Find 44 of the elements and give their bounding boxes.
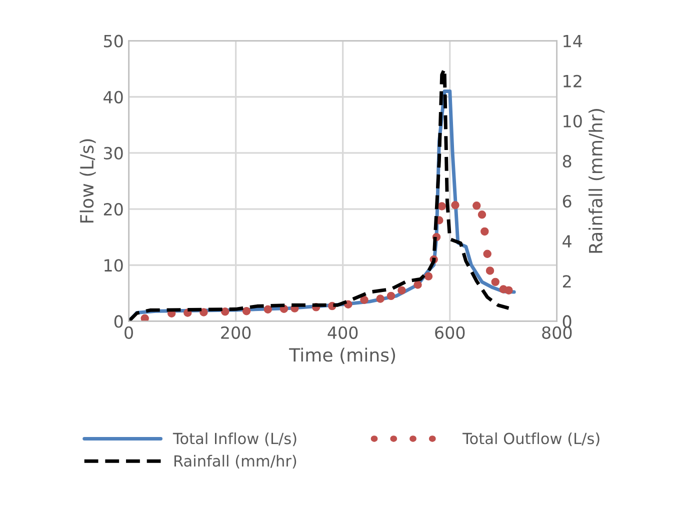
point [414, 280, 422, 289]
legend-label: Total Inflow (L/s) [172, 432, 296, 446]
y-tick-label: 30 [104, 146, 123, 160]
legend-label: Total Outflow (L/s) [462, 432, 600, 446]
point [242, 306, 251, 316]
point [491, 278, 500, 286]
x-tick-label: 800 [542, 326, 572, 339]
y2-tick-label: 12 [564, 74, 582, 88]
x-tick-label: 600 [435, 326, 465, 339]
y-tick-label: 20 [104, 202, 123, 216]
point [480, 227, 489, 236]
y2-tick-label: 4 [562, 235, 572, 248]
legend-label: Rainfall (mm/hr) [174, 454, 296, 468]
point [504, 286, 513, 294]
point [424, 272, 433, 280]
point [376, 294, 384, 303]
y-tick-label: 50 [104, 34, 123, 48]
point [478, 210, 486, 219]
x-tick-label: 0 [124, 326, 133, 339]
y-tick-label: 40 [104, 90, 123, 104]
point [221, 308, 230, 316]
point [398, 286, 406, 294]
point [140, 314, 149, 322]
y2-tick-label: 10 [564, 114, 582, 128]
point [360, 296, 368, 304]
x-tick-label: 200 [221, 326, 251, 339]
y2-axis-title: Rainfall (mm/hr) [588, 109, 605, 253]
x-axis-title: Time (mins) [289, 348, 396, 364]
y-tick-label: 10 [104, 259, 123, 272]
y2-tick-label: 8 [562, 154, 572, 168]
point [483, 250, 492, 258]
point [200, 308, 208, 316]
x-tick-label: 400 [328, 326, 358, 339]
y2-tick-label: 14 [564, 34, 582, 48]
y2-tick-label: 2 [562, 275, 571, 288]
point [438, 202, 446, 210]
point [386, 292, 396, 300]
point [264, 305, 272, 314]
point [451, 201, 460, 210]
point [472, 202, 481, 210]
y-tick-label: 0 [114, 315, 123, 328]
y-axis-title: Flow (L/s) [80, 139, 96, 223]
point [486, 266, 494, 275]
y2-tick-label: 6 [562, 194, 572, 208]
